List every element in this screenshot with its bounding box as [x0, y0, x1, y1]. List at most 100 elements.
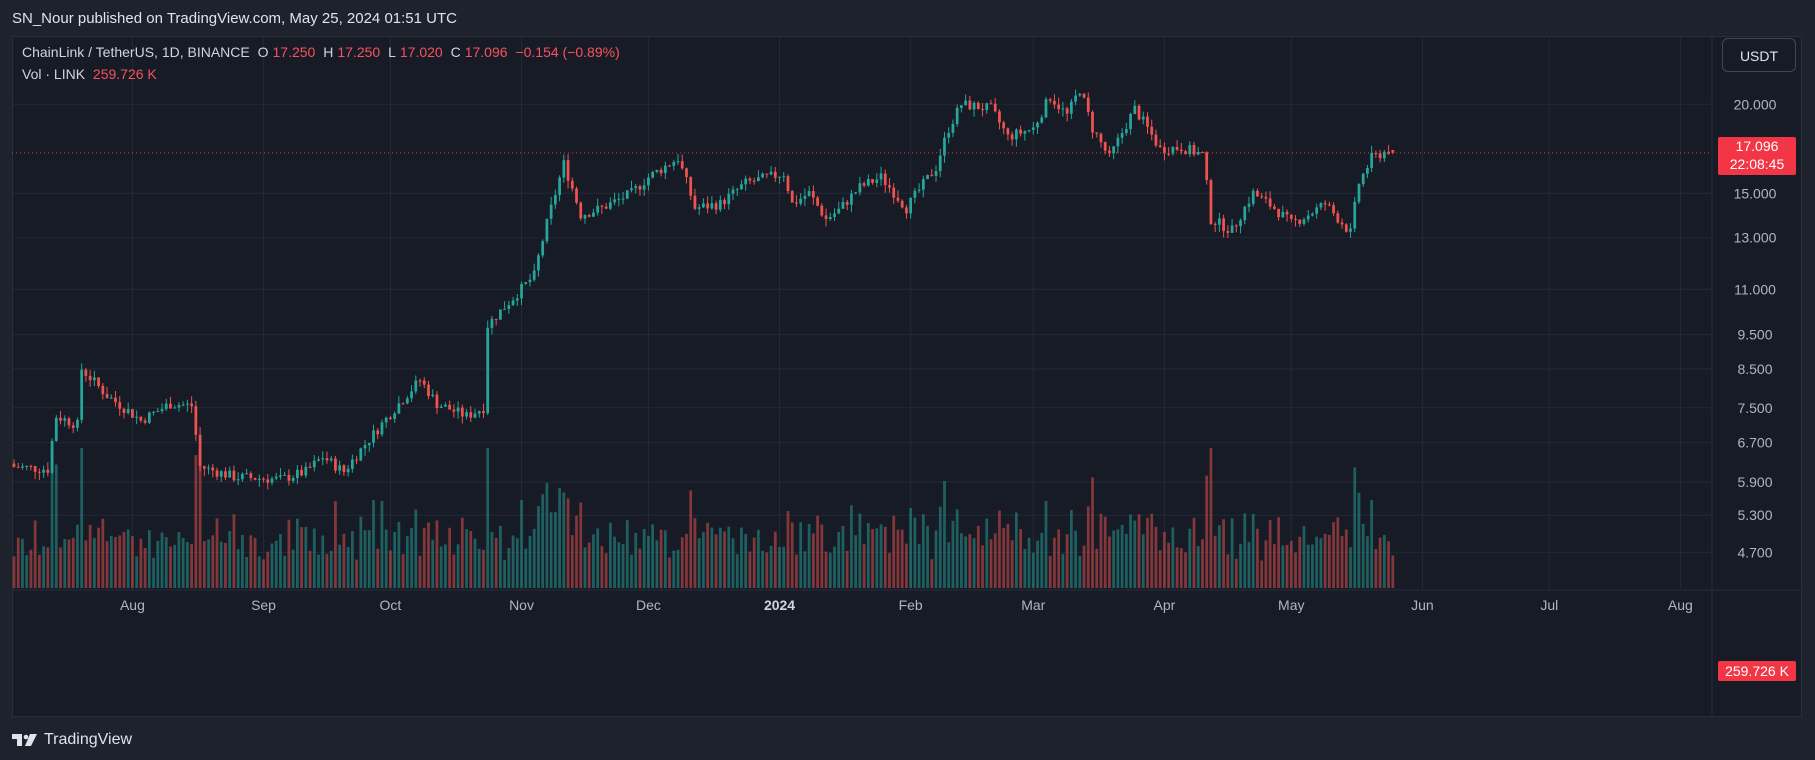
- volume-bar: [169, 546, 172, 588]
- close-value: 17.096: [464, 44, 508, 60]
- candle-body: [1366, 168, 1369, 174]
- candle-body: [338, 465, 342, 471]
- candle-body: [663, 165, 667, 174]
- volume-bar: [101, 518, 105, 588]
- candle-body: [947, 132, 951, 138]
- volume-bar: [938, 506, 942, 588]
- candle-body: [380, 422, 384, 435]
- volume-bar: [67, 539, 71, 588]
- candle-body: [372, 430, 375, 443]
- volume-bar: [503, 560, 506, 588]
- volume-bar: [266, 551, 270, 588]
- candle-body: [109, 397, 113, 399]
- volume-bar: [676, 549, 680, 588]
- candle-body: [1086, 97, 1090, 112]
- volume-bar: [257, 556, 261, 588]
- candle-body: [186, 403, 189, 405]
- candle-body: [33, 466, 37, 472]
- volume-bar: [249, 535, 253, 588]
- volume-bar: [1074, 530, 1077, 588]
- candle-body: [630, 188, 633, 191]
- volume-bar: [198, 449, 202, 588]
- candle-body: [334, 458, 337, 471]
- tradingview-brand[interactable]: TradingView: [44, 731, 133, 748]
- volume-bar: [706, 522, 710, 588]
- volume-bar: [1378, 537, 1382, 588]
- time-tick-label: Dec: [636, 597, 661, 613]
- candle-body: [913, 190, 917, 198]
- volume-bar: [452, 554, 456, 588]
- volume-bar: [866, 523, 870, 588]
- volume-bar: [575, 515, 578, 588]
- volume-bar: [414, 509, 418, 588]
- volume-label[interactable]: Vol · LINK: [22, 66, 86, 82]
- volume-bar: [1247, 541, 1251, 588]
- candle-body: [795, 202, 798, 204]
- price-tick-label: 7.500: [1737, 400, 1772, 416]
- volume-bar: [782, 546, 786, 588]
- candle-body: [198, 434, 202, 467]
- candle-body: [778, 176, 781, 178]
- volume-bar: [1150, 513, 1154, 588]
- time-tick-label: Aug: [1668, 597, 1693, 613]
- volume-bar: [613, 536, 616, 588]
- volume-bar: [1294, 552, 1297, 588]
- chart-pane[interactable]: [12, 36, 1802, 717]
- currency-button[interactable]: USDT: [1722, 38, 1796, 72]
- change-value: −0.154 (−0.89%): [515, 44, 620, 60]
- volume-bar: [1340, 536, 1344, 588]
- bar-countdown: 22:08:45: [1729, 155, 1785, 172]
- volume-bar: [181, 537, 185, 588]
- candle-body: [444, 404, 447, 407]
- candle-body: [304, 466, 308, 476]
- candle-body: [769, 171, 773, 175]
- candle-body: [828, 217, 832, 219]
- volume-bar: [469, 530, 473, 588]
- volume-bar: [689, 490, 693, 588]
- volume-bar: [968, 534, 972, 588]
- volume-bar: [1167, 542, 1171, 588]
- volume-bar: [329, 550, 333, 588]
- candle-body: [224, 471, 227, 478]
- candle-body: [1023, 131, 1027, 134]
- time-tick-label: May: [1278, 597, 1304, 613]
- volume-bar: [465, 529, 468, 588]
- candle-body: [672, 161, 676, 166]
- volume-bar: [685, 533, 688, 588]
- volume-bar: [934, 530, 938, 588]
- candle-body: [164, 403, 168, 409]
- price-tick-label: 4.700: [1737, 544, 1772, 560]
- time-tick-label: Aug: [120, 597, 145, 613]
- volume-bar: [1251, 514, 1255, 588]
- time-tick-label: Nov: [509, 597, 534, 613]
- volume-bar: [735, 554, 739, 588]
- volume-bar: [621, 544, 625, 588]
- candle-body: [477, 411, 481, 414]
- volume-bar: [757, 529, 760, 588]
- candle-body: [558, 177, 561, 195]
- volume-bar: [1226, 554, 1230, 588]
- candle-body: [634, 186, 638, 189]
- candle-body: [735, 189, 739, 191]
- volume-bar: [998, 510, 1001, 588]
- volume-bar: [21, 538, 24, 588]
- candle-body: [1036, 122, 1039, 128]
- candle-body: [782, 176, 786, 178]
- volume-bar: [1302, 525, 1306, 588]
- symbol-title[interactable]: ChainLink / TetherUS, 1D, BINANCE: [22, 44, 250, 60]
- candle-body: [1065, 108, 1069, 114]
- candle-body: [1319, 203, 1323, 208]
- volume-bar: [951, 520, 955, 588]
- volume-bar: [1120, 524, 1124, 588]
- volume-bar: [177, 532, 181, 588]
- volume-bar: [1205, 475, 1209, 588]
- volume-bar: [921, 514, 925, 588]
- candle-body: [1340, 222, 1344, 225]
- candle-body: [1112, 146, 1116, 154]
- candle-body: [1353, 201, 1357, 229]
- candle-body: [1370, 152, 1374, 169]
- volume-bar: [105, 541, 109, 588]
- volume-bar: [1361, 523, 1365, 588]
- candle-body: [862, 183, 866, 186]
